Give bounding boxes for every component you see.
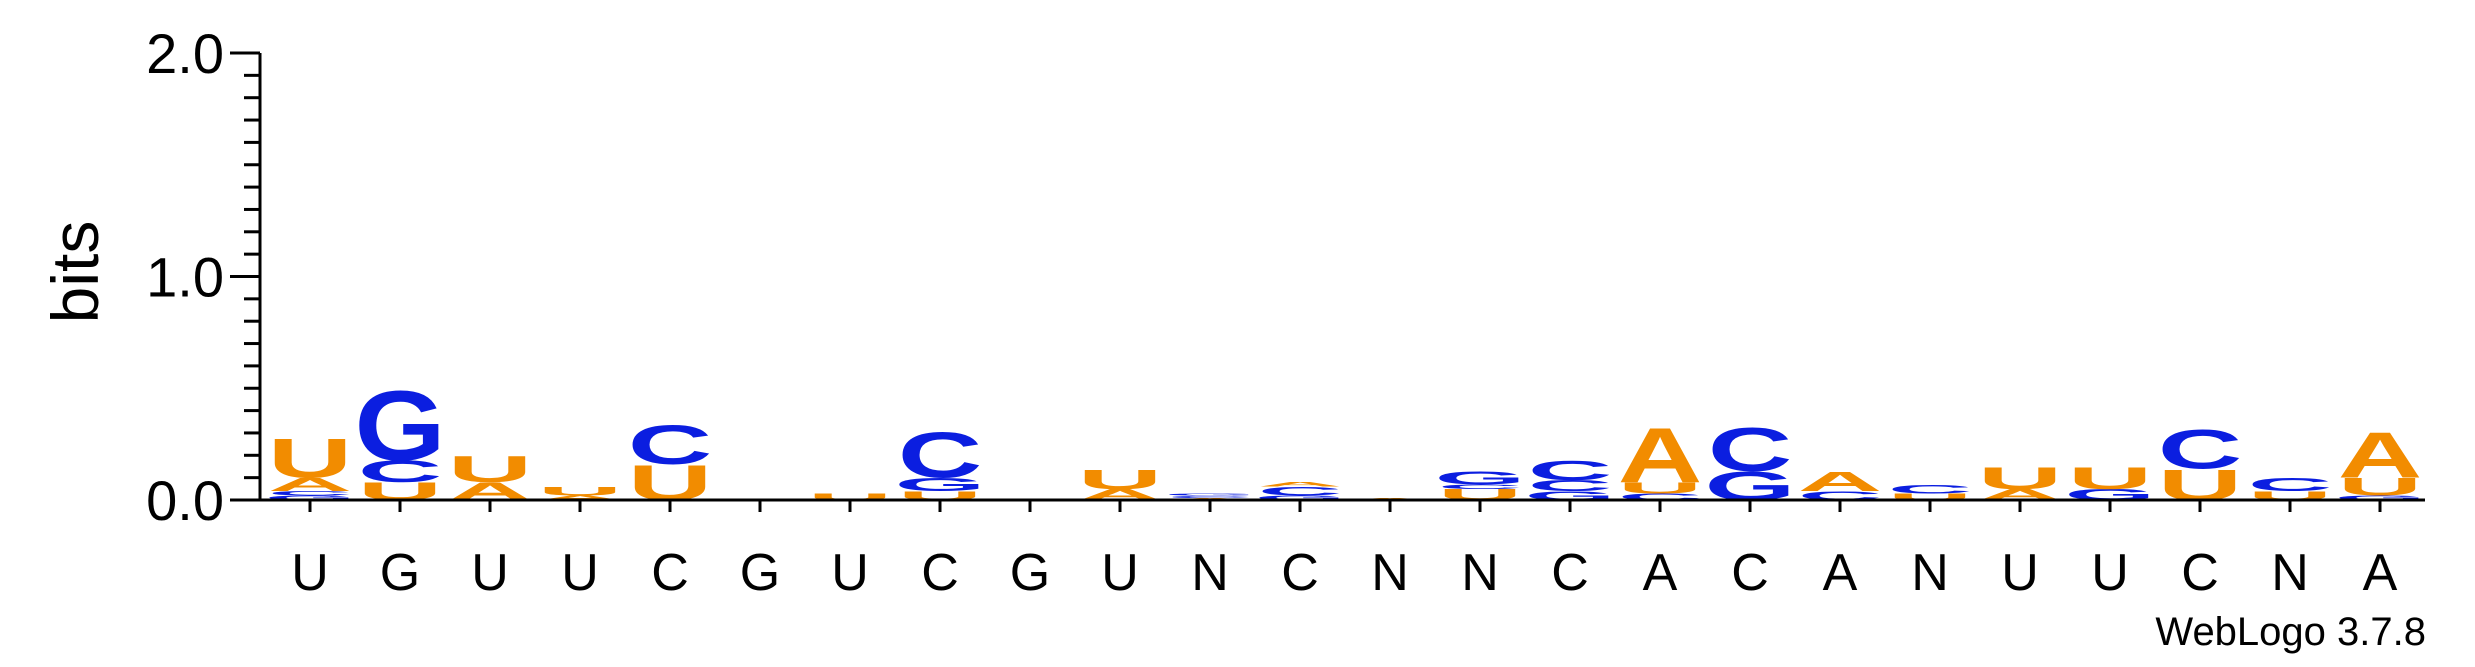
x-tick-label: A xyxy=(1643,544,1678,602)
x-tick-label: C xyxy=(1731,544,1769,602)
y-axis: 0.0 1.0 2.0 xyxy=(146,22,262,532)
logo-letter-c: C xyxy=(1438,483,1523,490)
logo-letter-c: C xyxy=(1168,495,1253,498)
logo-letter-g: G xyxy=(2334,494,2425,501)
x-tick-label: U xyxy=(831,544,869,602)
x-tick-label: A xyxy=(2363,544,2398,602)
stack-5: UC xyxy=(628,414,713,511)
x-tick-label: C xyxy=(651,544,689,602)
x-tick-label: U xyxy=(2001,544,2039,602)
logo-letter-g: G xyxy=(1164,493,1255,496)
stack-10: AU xyxy=(1078,464,1163,503)
logo-letter-c: C xyxy=(358,454,443,489)
logo-letter-c: C xyxy=(1258,484,1343,498)
logo-letter-a: A xyxy=(1798,466,1883,497)
x-tick-label: C xyxy=(921,544,959,602)
logo-letter-u: U xyxy=(1888,492,1973,502)
logo-letter-c: C xyxy=(2158,419,2243,481)
logo-letter-a: A xyxy=(2338,419,2423,492)
x-tick-label: U xyxy=(291,544,329,602)
x-tick-label: U xyxy=(1101,544,1139,602)
logo-letter-u: U xyxy=(268,428,353,490)
x-tick-label: N xyxy=(1911,544,1949,602)
logo-letter-c: C xyxy=(268,490,353,497)
logo-letter-c: C xyxy=(1888,482,1973,496)
x-tick-label: U xyxy=(2091,544,2129,602)
y-tick-label: 2.0 xyxy=(146,22,224,85)
logo-letter-g: G xyxy=(264,494,355,501)
x-tick-label: G xyxy=(1010,544,1050,602)
x-tick-label: N xyxy=(1461,544,1499,602)
logo-letter-c: C xyxy=(1528,477,1613,494)
stack-23: UC xyxy=(2248,474,2333,502)
stack-21: GU xyxy=(2064,461,2155,503)
x-tick-label: C xyxy=(1281,544,1319,602)
stack-16: CUA xyxy=(1618,413,1703,502)
logo-letter-a: A xyxy=(1258,481,1343,488)
x-tick-label: C xyxy=(2181,544,2219,602)
logo-letter-g: G xyxy=(354,371,445,482)
x-tick-label: N xyxy=(1191,544,1229,602)
logo-letter-u: U xyxy=(2068,461,2153,496)
x-tick-label: G xyxy=(740,544,780,602)
logo-letter-c: C xyxy=(1528,455,1613,486)
weblogo-credit: WebLogo 3.7.8 xyxy=(2155,610,2426,654)
stack-22: UC xyxy=(2158,419,2243,510)
stack-3: AU xyxy=(448,449,533,506)
letter-stacks: GCAUUCGAUAUUCUUGCAUACGGCAAUCGGCCCUAGCCAU… xyxy=(264,371,2425,511)
y-tick-label: 1.0 xyxy=(146,246,224,309)
x-tick-label: U xyxy=(561,544,599,602)
y-tick-label: 0.0 xyxy=(146,469,224,532)
x-tick-label: A xyxy=(1823,544,1858,602)
stack-19: UC xyxy=(1888,482,1973,502)
logo-letter-c: C xyxy=(2248,474,2333,495)
stack-4: AU xyxy=(538,484,623,501)
logo-letter-g: G xyxy=(1434,467,1525,488)
x-tick-label: N xyxy=(1371,544,1409,602)
x-tick-label: U xyxy=(471,544,509,602)
stack-20: AU xyxy=(1978,461,2063,503)
logo-letter-u: U xyxy=(1978,461,2063,496)
logo-letter-g: G xyxy=(1254,494,1345,501)
y-axis-label: bits xyxy=(38,221,112,324)
logo-letter-c: C xyxy=(628,414,713,476)
logo-letter-u: U xyxy=(1078,464,1163,495)
stack-12: GCA xyxy=(1254,481,1345,501)
x-tick-label: C xyxy=(1551,544,1589,602)
logo-letter-c: C xyxy=(898,419,983,492)
stack-15: GCC xyxy=(1524,455,1615,503)
stack-18: CA xyxy=(1798,466,1883,503)
stack-14: UCG xyxy=(1434,467,1525,503)
x-tick-label: G xyxy=(380,544,420,602)
logo-letter-c: C xyxy=(1618,492,1703,502)
logo-letter-u: U xyxy=(808,492,893,502)
logo-letter-u: U xyxy=(448,449,533,491)
logo-letter-u: U xyxy=(2338,473,2423,501)
logo-letter-a: A xyxy=(538,494,623,501)
stack-24: GUA xyxy=(2334,419,2425,501)
logo-letter-c: C xyxy=(1708,415,1793,485)
stack-8: UGC xyxy=(894,419,985,502)
stack-2: UCG xyxy=(354,371,445,505)
stack-7: U xyxy=(808,492,893,502)
logo-letter-g: G xyxy=(894,474,985,495)
stack-17: GC xyxy=(1704,415,1795,509)
x-tick-label: N xyxy=(2271,544,2309,602)
logo-letter-u: U xyxy=(538,484,623,498)
logo-letter-a: A xyxy=(1618,413,1703,500)
logo-letter-a: A xyxy=(268,474,353,495)
logo-letter-u: U xyxy=(1618,479,1703,496)
